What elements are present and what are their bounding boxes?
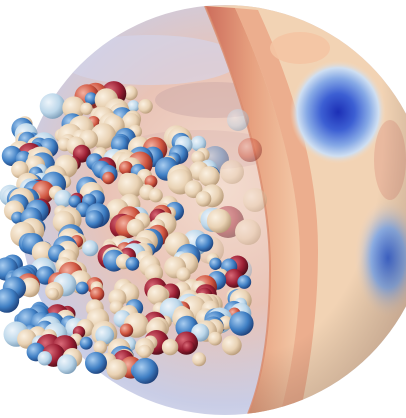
atom-sphere: [195, 191, 212, 207]
atom-sphere: [62, 96, 86, 120]
atom-sphere: [84, 92, 98, 105]
atom-sphere: [190, 135, 207, 152]
protein-surface: [0, 81, 254, 384]
atom-sphere: [31, 241, 54, 263]
atom-sphere: [195, 234, 214, 252]
atom-sphere: [161, 338, 179, 356]
atom-sphere: [192, 352, 207, 367]
atom-sphere: [127, 100, 140, 113]
atom-sphere: [0, 288, 20, 313]
atom-sphere: [80, 102, 93, 115]
atom-sphere: [39, 93, 66, 119]
atom-sphere: [37, 351, 52, 366]
atom-sphere: [125, 256, 140, 271]
atom-sphere: [237, 275, 252, 289]
atom-sphere: [144, 263, 164, 283]
atom-sphere: [191, 150, 205, 165]
atom-sphere: [176, 267, 191, 282]
atom-sphere: [68, 195, 81, 208]
atom-sphere: [57, 354, 77, 374]
atom-sphere: [117, 173, 144, 199]
atom-sphere: [198, 166, 220, 187]
atom-sphere: [147, 284, 168, 306]
atom-sphere: [206, 208, 232, 234]
atom-sphere: [221, 335, 242, 356]
atom-sphere: [93, 340, 107, 355]
atom-sphere: [102, 171, 115, 185]
atom-sphere: [95, 325, 115, 345]
atom-sphere: [148, 188, 163, 203]
atom-sphere: [208, 331, 223, 346]
atom-sphere: [137, 344, 152, 359]
atom-sphere: [229, 311, 254, 336]
atom-sphere: [79, 336, 93, 350]
atom-sphere: [209, 257, 222, 270]
atom-sphere: [11, 211, 24, 224]
atom-sphere: [54, 189, 72, 208]
atom-sphere: [138, 99, 153, 114]
atom-sphere: [75, 281, 89, 295]
atom-sphere: [90, 286, 105, 302]
atom-sphere: [119, 323, 134, 337]
atom-sphere: [119, 161, 133, 175]
atom-sphere: [126, 218, 145, 237]
atom-sphere: [123, 85, 138, 101]
atom-sphere: [182, 340, 195, 354]
atom-sphere: [106, 359, 128, 380]
atom-sphere: [85, 210, 104, 229]
atom-sphere: [46, 287, 59, 300]
atom-sphere: [132, 357, 159, 384]
atom-sphere: [82, 240, 99, 257]
atom-sphere: [85, 351, 107, 374]
